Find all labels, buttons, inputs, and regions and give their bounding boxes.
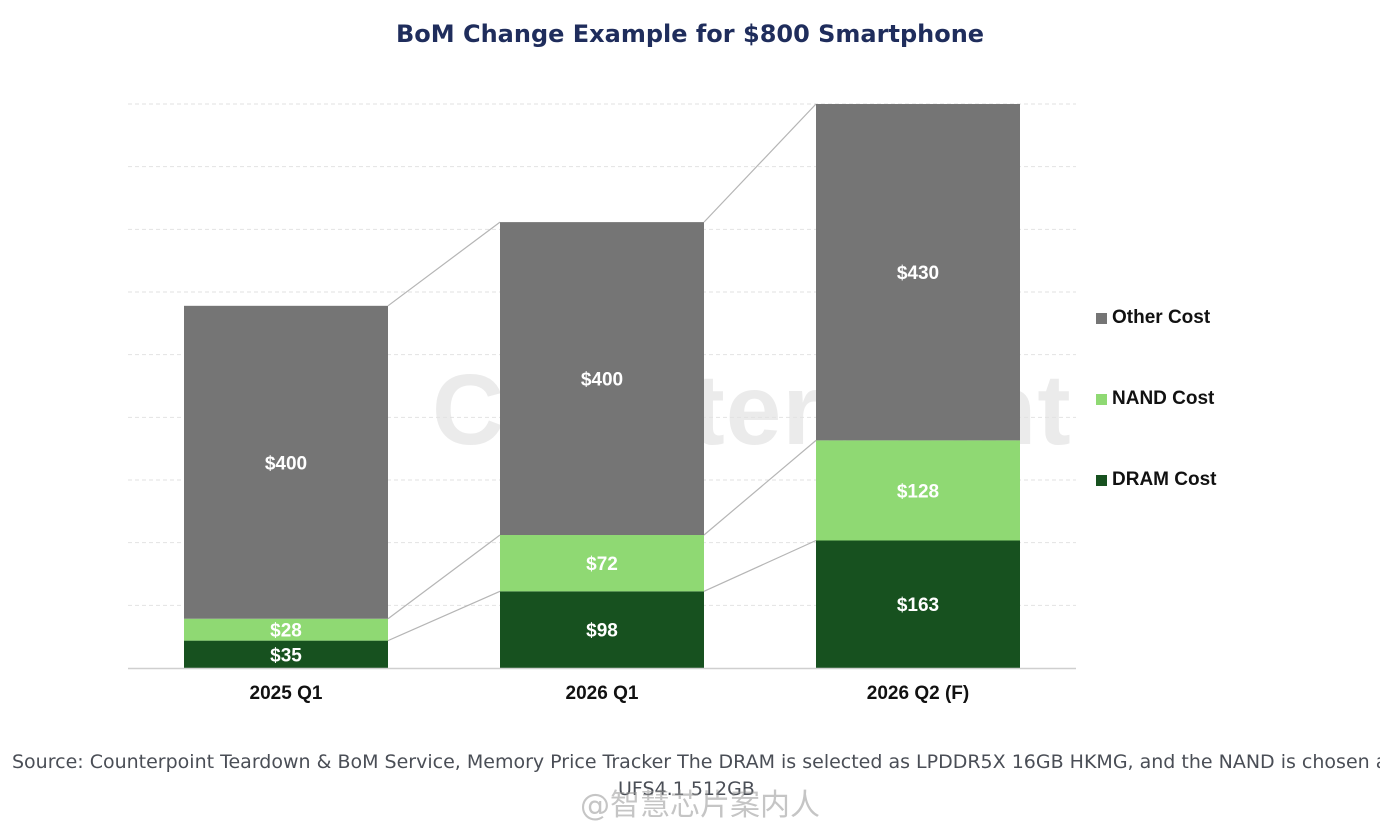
x-tick-label: 2026 Q1 <box>566 683 639 704</box>
data-label-nand-cost-2026-q1: $72 <box>586 554 618 575</box>
data-label-other-cost-2026-q1: $400 <box>581 370 623 391</box>
connector-line <box>703 539 817 592</box>
data-label-nand-cost-2026-q2-f: $128 <box>897 481 939 502</box>
connector-line <box>387 590 501 642</box>
legend-label-nand-cost: NAND Cost <box>1112 388 1215 409</box>
data-label-dram-cost-2026-q2-f: $163 <box>897 595 939 616</box>
source-note-continued: UFS4.1 512GB <box>618 778 755 800</box>
bar-nand-cost-2026-q2-f <box>816 440 1020 541</box>
bar-nand-cost-2025-q1 <box>184 618 388 641</box>
data-label-dram-cost-2025-q1: $35 <box>270 645 302 666</box>
weibo-watermark: @智慧芯片案内人 <box>580 788 820 823</box>
legend-swatch-nand-cost <box>1096 393 1107 405</box>
bar-dram-cost-2026-q2-f <box>816 540 1020 668</box>
legend-item-other-cost: Other Cost <box>1096 307 1210 329</box>
legend-label-dram-cost: DRAM Cost <box>1112 469 1217 490</box>
bar-other-cost-2025-q1 <box>184 305 388 619</box>
legend-swatch-dram-cost <box>1096 474 1107 486</box>
legend-item-nand-cost: NAND Cost <box>1096 388 1214 410</box>
data-label-other-cost-2025-q1: $400 <box>265 453 307 474</box>
x-tick-label: 2025 Q1 <box>250 683 323 704</box>
bar-dram-cost-2026-q1 <box>500 591 704 668</box>
legend-label-other-cost: Other Cost <box>1112 307 1211 328</box>
bar-other-cost-2026-q1 <box>500 222 704 536</box>
bar-other-cost-2026-q2-f <box>816 104 1020 441</box>
legend-item-dram-cost: DRAM Cost <box>1096 469 1217 491</box>
connector-line <box>387 221 501 307</box>
connector-line <box>703 103 817 223</box>
connector-line <box>387 534 501 620</box>
bar-nand-cost-2026-q1 <box>500 535 704 592</box>
chart-title: BoM Change Example for $800 Smartphone <box>395 20 985 48</box>
connector-line <box>703 439 817 536</box>
x-tick-label: 2026 Q2 (F) <box>867 683 969 704</box>
data-label-dram-cost-2026-q1: $98 <box>586 621 618 642</box>
data-label-nand-cost-2025-q1: $28 <box>270 621 302 642</box>
data-label-other-cost-2026-q2-f: $430 <box>897 263 939 284</box>
legend-swatch-other-cost <box>1096 312 1107 324</box>
bar-dram-cost-2025-q1 <box>184 640 388 668</box>
source-note: Source: Counterpoint Teardown & BoM Serv… <box>12 751 1380 773</box>
